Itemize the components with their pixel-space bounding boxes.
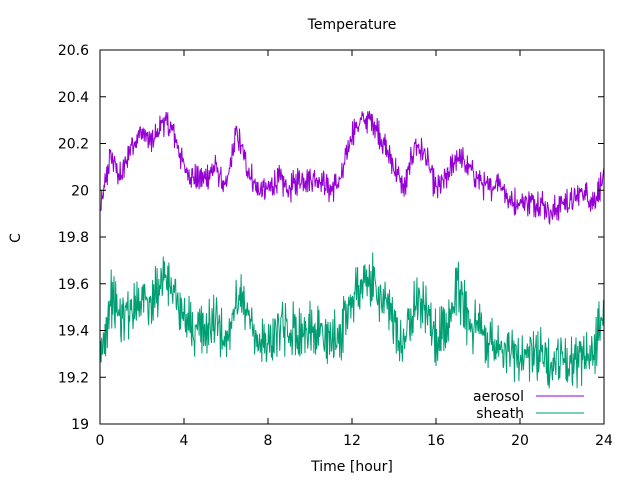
x-axis-label: Time [hour] xyxy=(310,459,393,475)
y-tick-label: 20 xyxy=(71,183,89,199)
plot-frame xyxy=(99,49,605,425)
y-tick-label: 19 xyxy=(71,417,89,433)
y-tick-label: 19.4 xyxy=(58,324,89,340)
x-tick-label: 0 xyxy=(96,433,105,449)
x-tick-label: 16 xyxy=(427,433,445,449)
ticks-layer: 0 4 8 12 16 20 24 19 19.2 19.4 19.6 19.8 20 20.2 20.4 2… xyxy=(58,43,613,449)
y-tick-label: 19.8 xyxy=(58,230,89,246)
y-tick-label: 20.2 xyxy=(58,137,89,153)
series-line-sheath xyxy=(99,252,605,389)
series-line-aerosol xyxy=(99,110,605,226)
x-tick-label: 12 xyxy=(343,433,361,449)
x-tick-label: 4 xyxy=(180,433,189,449)
chart-title: Temperature xyxy=(307,17,397,33)
y-tick-label: 19.2 xyxy=(58,370,89,386)
y-tick-label: 19.6 xyxy=(58,277,89,293)
x-tick-label: 20 xyxy=(511,433,529,449)
x-tick-label: 8 xyxy=(264,433,273,449)
legend-label-aerosol: aerosol xyxy=(473,389,524,405)
x-tick-label: 24 xyxy=(595,433,613,449)
y-tick-label: 20.6 xyxy=(58,43,89,59)
legend-label-sheath: sheath xyxy=(476,406,524,422)
series-layer xyxy=(99,110,605,389)
y-tick-label: 20.4 xyxy=(58,90,89,106)
y-axis-label: C xyxy=(8,233,24,243)
